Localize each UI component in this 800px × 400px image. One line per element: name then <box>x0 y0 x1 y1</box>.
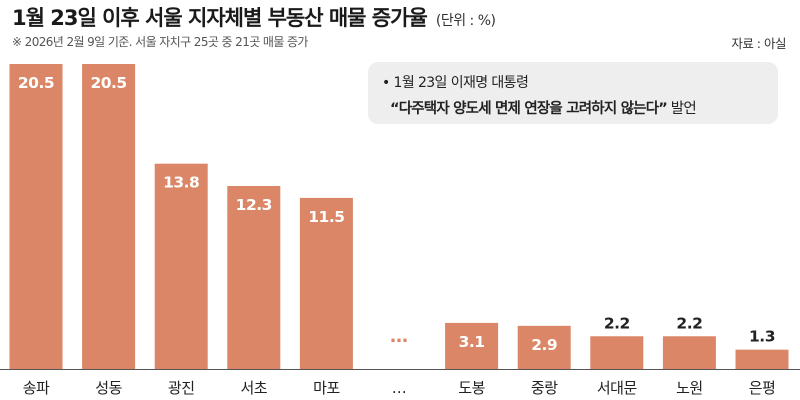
source-label: 자료 : 아실 <box>731 36 786 51</box>
unit-label: (단위 : %) <box>435 13 496 29</box>
category-label: 성동 <box>95 379 122 397</box>
callout-box: • 1월 23일 이재명 대통령 “다주택자 양도세 면제 연장을 고려하지 않… <box>368 62 778 124</box>
bar-value-label: 2.2 <box>676 314 702 332</box>
bar-value-label: 2.9 <box>531 336 557 354</box>
category-label: … <box>392 379 407 397</box>
category-label: 중랑 <box>531 379 558 397</box>
bar <box>590 336 644 369</box>
category-label: 서초 <box>240 379 267 397</box>
category-label: 서대문 <box>597 379 638 397</box>
bar-value-label: 12.3 <box>236 196 272 214</box>
category-label: 도봉 <box>458 379 485 397</box>
bar <box>154 163 208 369</box>
footnote: ※ 2026년 2월 9일 기준. 서울 자치구 25곳 중 21곳 매물 증가 <box>12 35 308 49</box>
bar-value-label: 20.5 <box>18 74 54 92</box>
bar <box>445 322 499 369</box>
callout-line1: • 1월 23일 이재명 대통령 <box>382 75 529 91</box>
category-label: 광진 <box>168 379 195 397</box>
bar-value-label: 11.5 <box>308 208 344 226</box>
bar-value-label: 3.1 <box>459 333 485 351</box>
title-row: 1월 23일 이후 서울 지자체별 부동산 매물 증가율 (단위 : %) <box>12 2 496 32</box>
ellipsis-mark: … <box>390 326 408 347</box>
bar-value-label: 1.3 <box>749 328 775 346</box>
category-label: 은평 <box>749 379 776 397</box>
callout-quote: “다주택자 양도세 면제 연장을 고려하지 않는다” <box>390 101 668 117</box>
callout-line2: “다주택자 양도세 면제 연장을 고려하지 않는다” 발언 <box>390 97 697 118</box>
bar-value-label: 20.5 <box>90 74 126 92</box>
bar-value-label: 13.8 <box>163 174 199 192</box>
category-label: 노원 <box>676 379 703 397</box>
bar <box>227 186 281 369</box>
bar <box>735 349 789 369</box>
bar <box>517 325 571 369</box>
callout-suffix: 발언 <box>666 101 697 117</box>
category-label: 마포 <box>313 379 340 397</box>
chart-title: 1월 23일 이후 서울 지자체별 부동산 매물 증가율 <box>12 6 428 30</box>
bar <box>9 64 63 369</box>
bar <box>82 64 136 369</box>
bar <box>662 336 716 369</box>
bar-value-label: 2.2 <box>604 314 630 332</box>
bar <box>299 197 353 369</box>
category-label: 송파 <box>23 379 50 397</box>
